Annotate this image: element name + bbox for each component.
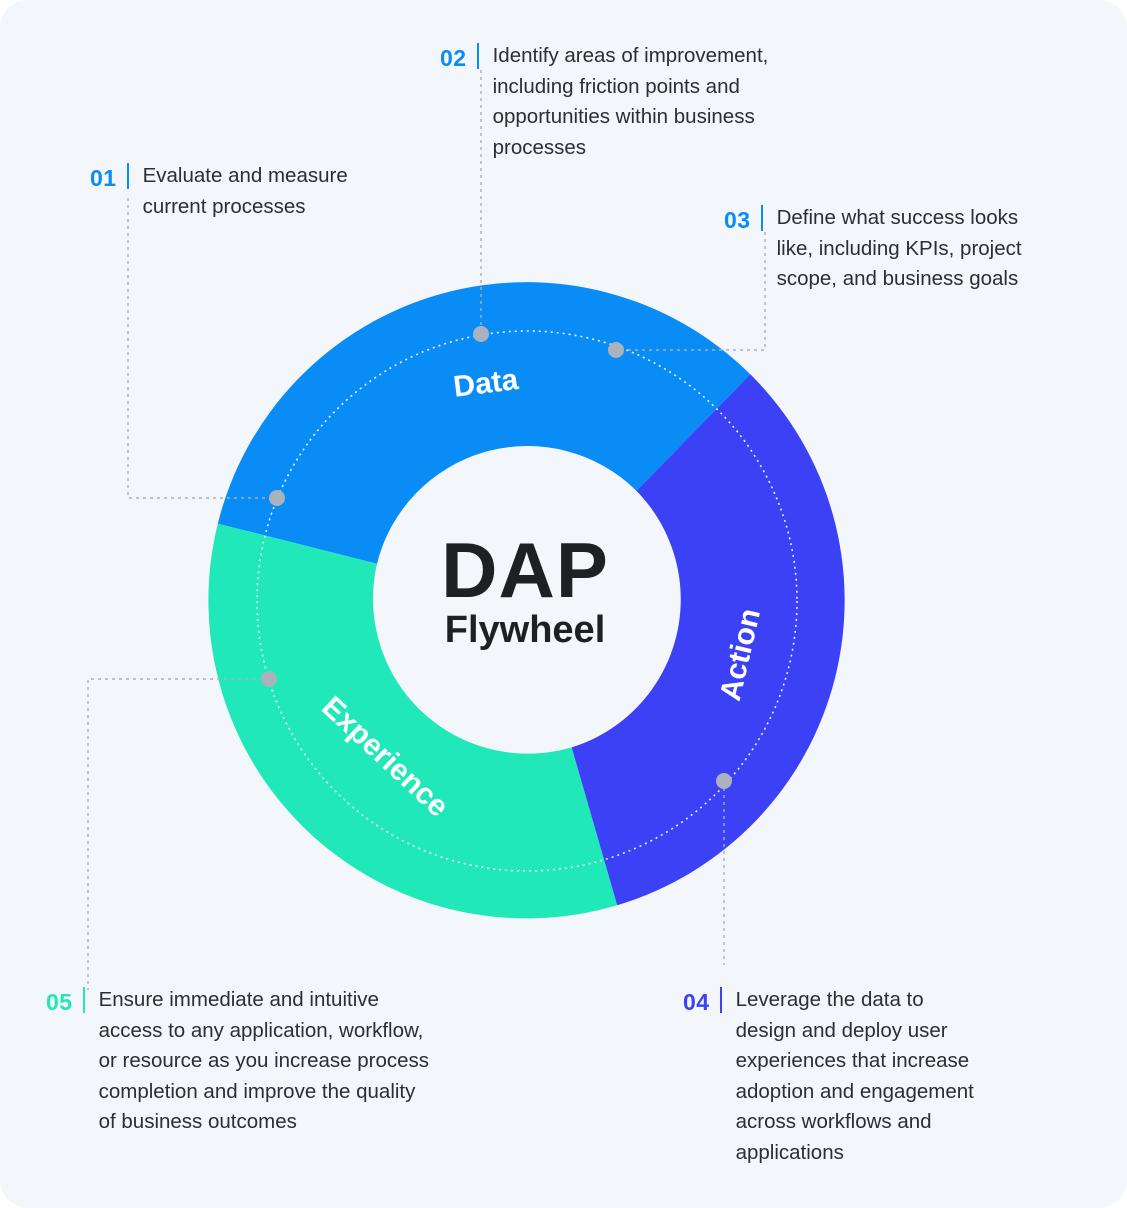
marker-dot-03: [608, 342, 624, 358]
step-description: Ensure immediate and intuitive access to…: [85, 985, 429, 1138]
step-line: Evaluate and measure: [142, 164, 348, 187]
step-line: across workflows and: [735, 1110, 932, 1133]
step-description: Leverage the data to design and deploy u…: [722, 985, 974, 1168]
segment-label-data: Data: [452, 363, 521, 404]
marker-dot-04: [716, 773, 732, 789]
step-line: including friction points and: [492, 74, 740, 98]
step-line: applications: [735, 1140, 844, 1164]
step-line: or resource as you increase process: [98, 1049, 430, 1072]
step-number: 02: [440, 43, 479, 71]
step-line: Define what success looks: [776, 206, 1019, 229]
step-02: 02 Identify areas of improvement, includ…: [440, 41, 768, 163]
step-line: Ensure immediate and intuitive: [98, 988, 379, 1011]
step-line: opportunities within business: [492, 105, 755, 128]
center-title: DAP: [441, 526, 609, 614]
step-line: current processes: [142, 194, 306, 218]
step-line: like, including KPIs, project: [776, 236, 1022, 260]
connector-01: [127, 198, 277, 499]
center-subtitle: Flywheel: [444, 609, 606, 651]
segment-experience: [208, 523, 618, 919]
step-04: 04 Leverage the data to design and deplo…: [683, 985, 974, 1168]
step-line: design and deploy user: [735, 1018, 948, 1042]
step-description: Identify areas of improvement, including…: [479, 41, 769, 163]
step-number: 03: [724, 205, 763, 233]
step-number: 04: [683, 987, 722, 1015]
marker-dot-05: [261, 671, 277, 687]
step-line: Identify areas of improvement,: [492, 44, 769, 67]
step-line: experiences that increase: [735, 1049, 970, 1072]
step-description: Evaluate and measure current processes: [129, 161, 348, 222]
marker-dot-01: [269, 490, 285, 506]
connector-03: [616, 232, 766, 351]
step-description: Define what success looks like, includin…: [763, 203, 1022, 295]
step-line: adoption and engagement: [735, 1079, 974, 1103]
dotted-orbit: [256, 330, 798, 872]
step-03: 03 Define what success looks like, inclu…: [724, 203, 1022, 295]
step-line: processes: [492, 135, 587, 159]
step-01: 01 Evaluate and measure current processe…: [90, 161, 348, 222]
step-05: 05 Ensure immediate and intuitive access…: [46, 985, 429, 1138]
step-line: scope, and business goals: [776, 267, 1019, 290]
step-line: Leverage the data to: [735, 988, 924, 1011]
step-number: 05: [46, 987, 85, 1015]
step-line: access to any application, workflow,: [98, 1018, 424, 1042]
center-disc: [376, 450, 678, 752]
marker-dot-02: [473, 326, 489, 342]
segment-action: [571, 374, 845, 906]
step-line: of business outcomes: [98, 1110, 297, 1133]
step-number: 01: [90, 163, 129, 191]
step-line: completion and improve the quality: [98, 1079, 416, 1103]
